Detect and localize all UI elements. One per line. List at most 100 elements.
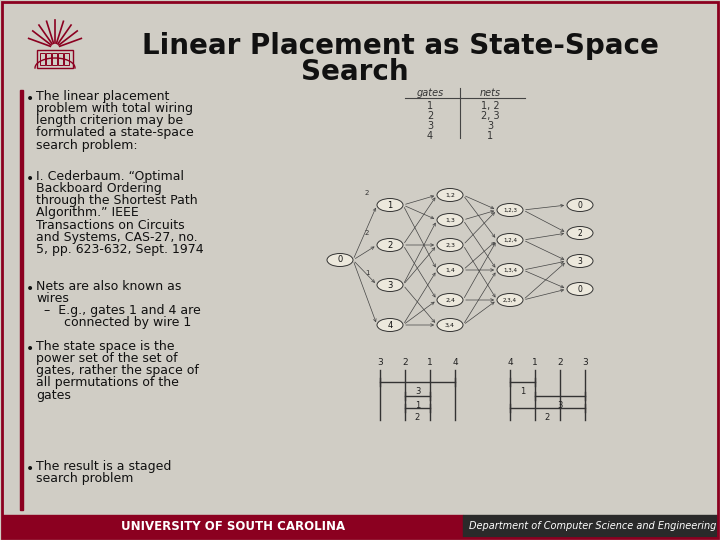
Text: The result is a staged: The result is a staged: [36, 460, 171, 473]
Ellipse shape: [497, 204, 523, 217]
Text: length criterion may be: length criterion may be: [36, 114, 183, 127]
Text: gates, rather the space of: gates, rather the space of: [36, 364, 199, 377]
Text: 3: 3: [387, 280, 392, 289]
Ellipse shape: [437, 213, 463, 226]
Text: 3: 3: [557, 401, 563, 410]
Ellipse shape: [497, 294, 523, 307]
Text: 1: 1: [487, 131, 493, 141]
Text: 0: 0: [577, 285, 582, 294]
Ellipse shape: [327, 253, 353, 267]
Text: I. Cederbaum. “Optimal: I. Cederbaum. “Optimal: [36, 170, 184, 183]
Text: 2: 2: [387, 240, 392, 249]
Text: 3: 3: [487, 121, 493, 131]
Text: nets: nets: [480, 88, 500, 98]
Text: The state space is the: The state space is the: [36, 340, 174, 353]
Text: gates: gates: [36, 389, 71, 402]
Text: 3: 3: [377, 358, 383, 367]
Ellipse shape: [497, 264, 523, 276]
Text: 1: 1: [427, 358, 433, 367]
Text: 2: 2: [427, 111, 433, 121]
Text: power set of the set of: power set of the set of: [36, 352, 178, 365]
Text: Backboard Ordering: Backboard Ordering: [36, 182, 162, 195]
Bar: [64, 53, 69, 65]
Text: 4: 4: [507, 358, 513, 367]
Text: •: •: [26, 342, 35, 356]
Text: 1,2,3: 1,2,3: [503, 207, 517, 213]
Ellipse shape: [437, 239, 463, 252]
Bar: [58, 53, 63, 65]
Text: 4: 4: [427, 131, 433, 141]
Text: 2: 2: [545, 413, 550, 422]
Text: 0: 0: [577, 200, 582, 210]
Text: –  E.g., gates 1 and 4 are: – E.g., gates 1 and 4 are: [36, 305, 201, 318]
Text: 2,3,4: 2,3,4: [503, 298, 517, 302]
Text: 1: 1: [520, 387, 525, 396]
Ellipse shape: [437, 264, 463, 276]
Bar: [463, 515, 717, 537]
Text: search problem: search problem: [36, 472, 133, 485]
Text: UNIVERSITY OF SOUTH CAROLINA: UNIVERSITY OF SOUTH CAROLINA: [121, 519, 345, 532]
Text: search problem:: search problem:: [36, 139, 138, 152]
Text: connected by wire 1: connected by wire 1: [36, 316, 192, 329]
Text: The linear placement: The linear placement: [36, 90, 169, 103]
Bar: [20, 90, 23, 510]
Text: 0: 0: [338, 255, 343, 265]
Text: Nets are also known as: Nets are also known as: [36, 280, 181, 293]
Text: 3: 3: [582, 358, 588, 367]
Text: 1: 1: [532, 358, 538, 367]
Ellipse shape: [377, 279, 403, 292]
Text: gates: gates: [416, 88, 444, 98]
Text: and Systems, CAS-27, no.: and Systems, CAS-27, no.: [36, 231, 197, 244]
Text: 5, pp. 623-632, Sept. 1974: 5, pp. 623-632, Sept. 1974: [36, 243, 204, 256]
Text: 2: 2: [415, 413, 420, 422]
Ellipse shape: [567, 199, 593, 212]
Bar: [52, 53, 57, 65]
Text: problem with total wiring: problem with total wiring: [36, 102, 193, 115]
Text: 2: 2: [402, 358, 408, 367]
Text: 2: 2: [557, 358, 563, 367]
Text: 3,4: 3,4: [445, 322, 455, 327]
Ellipse shape: [377, 319, 403, 332]
Ellipse shape: [567, 282, 593, 295]
Text: 2, 3: 2, 3: [481, 111, 499, 121]
Ellipse shape: [567, 226, 593, 240]
Text: 1,2: 1,2: [445, 192, 455, 198]
Text: 1: 1: [365, 270, 369, 276]
Ellipse shape: [497, 233, 523, 246]
Text: 4: 4: [452, 358, 458, 367]
Text: 2: 2: [365, 190, 369, 196]
Bar: [40, 53, 45, 65]
Text: Search: Search: [301, 58, 409, 86]
Ellipse shape: [567, 254, 593, 267]
Text: 1,3,4: 1,3,4: [503, 267, 517, 273]
Bar: [46, 53, 51, 65]
Text: 1,2,4: 1,2,4: [503, 238, 517, 242]
Text: 1: 1: [415, 401, 420, 410]
Text: 3: 3: [415, 387, 420, 396]
Text: 2: 2: [577, 228, 582, 238]
Text: 1: 1: [387, 200, 392, 210]
Text: wires: wires: [36, 292, 69, 305]
Ellipse shape: [437, 294, 463, 307]
Text: Department of Computer Science and Engineering: Department of Computer Science and Engin…: [469, 521, 716, 531]
Text: all permutations of the: all permutations of the: [36, 376, 179, 389]
Bar: [3, 515, 463, 537]
Text: •: •: [26, 92, 35, 106]
Text: 1,3: 1,3: [445, 218, 455, 222]
Text: 2,3: 2,3: [445, 242, 455, 247]
Text: •: •: [26, 282, 35, 296]
Text: 1: 1: [427, 101, 433, 111]
Ellipse shape: [377, 239, 403, 252]
Text: 4: 4: [387, 321, 392, 329]
Bar: [37, 50, 73, 68]
Text: •: •: [26, 462, 35, 476]
Ellipse shape: [437, 319, 463, 332]
Text: Algorithm.” IEEE: Algorithm.” IEEE: [36, 206, 139, 219]
Ellipse shape: [437, 188, 463, 201]
Text: 3: 3: [427, 121, 433, 131]
Text: •: •: [26, 172, 35, 186]
Text: 3: 3: [577, 256, 582, 266]
Text: 1,4: 1,4: [445, 267, 455, 273]
Text: 1, 2: 1, 2: [481, 101, 499, 111]
Text: formulated a state-space: formulated a state-space: [36, 126, 194, 139]
